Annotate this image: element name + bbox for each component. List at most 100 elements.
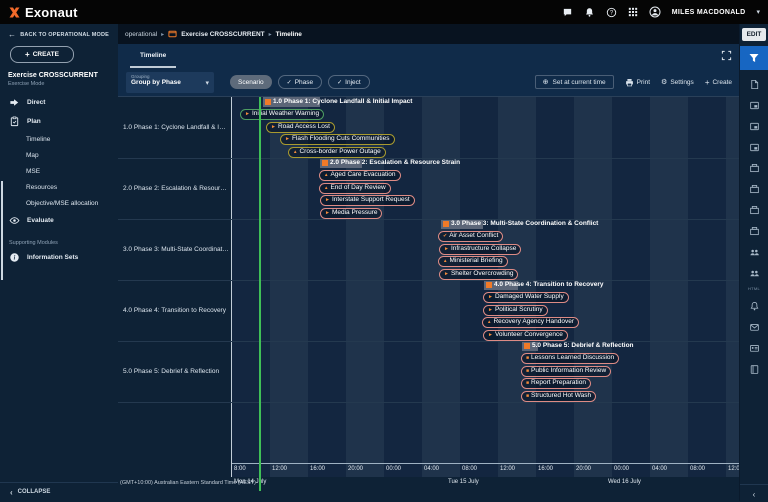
inject-pill[interactable]: Air Asset Conflict (438, 231, 504, 242)
left-sidebar: BACK TO OPERATIONAL MODE CREATE Exercise… (0, 24, 118, 501)
breadcrumb: operational Exercise CROSSCURRENT Timeli… (118, 24, 740, 44)
date-label-tue: Tue 15 July (448, 479, 479, 485)
inject-arrow-icon (271, 125, 276, 130)
sidebar-item-plan[interactable]: Plan (0, 112, 118, 131)
notifications-icon[interactable] (584, 7, 595, 18)
inject-pill[interactable]: Cross-border Power Outage (288, 147, 386, 158)
sidebar-item-timeline[interactable]: Timeline (26, 135, 51, 143)
inject-pill[interactable]: Infrastructure Collapse (439, 244, 522, 255)
row-divider (118, 158, 740, 159)
grouping-select[interactable]: Grouping Group by Phase (126, 71, 214, 93)
svg-text:?: ? (610, 10, 614, 16)
sidebar-create-button[interactable]: CREATE (10, 46, 74, 63)
phase-bar-1[interactable]: 1.0 Phase 1: Cyclone Landfall & Initial … (263, 97, 412, 107)
create-button[interactable]: Create (705, 78, 732, 87)
archive-box-icon-2[interactable] (748, 183, 760, 195)
inject-pill[interactable]: Shelter Overcrowding (439, 269, 519, 280)
help-icon[interactable]: ? (606, 7, 617, 18)
sidebar-item-map[interactable]: Map (26, 151, 39, 159)
avatar-icon[interactable] (649, 6, 661, 18)
row-divider (118, 402, 740, 403)
phase-bar-5[interactable]: 5.0 Phase 5: Debrief & Reflection (522, 341, 634, 351)
breadcrumb-separator-icon (161, 31, 164, 38)
inject-warning-icon (324, 173, 328, 178)
plus-icon (705, 78, 710, 87)
axis-separator (232, 463, 740, 464)
inject-pill[interactable]: Interstate Support Request (320, 195, 415, 206)
inject-pill[interactable]: Volunteer Convergence (483, 330, 568, 341)
inject-pill[interactable]: Structured Hot Wash (521, 391, 597, 402)
filter-tab-active[interactable] (740, 46, 768, 70)
phase-chip[interactable]: Phase (277, 75, 323, 89)
sidebar-item-information-sets[interactable]: i Information Sets (0, 248, 118, 267)
inject-pill[interactable]: Media Pressure (320, 208, 383, 219)
inject-chip[interactable]: Inject (328, 75, 370, 89)
set-current-time-button[interactable]: Set at current time (534, 75, 614, 89)
sidebar-item-mse[interactable]: MSE (26, 167, 41, 175)
archive-box-icon-1[interactable] (748, 162, 760, 174)
scenario-chip[interactable]: Scenario (230, 75, 272, 89)
inject-pill[interactable]: Report Preparation (521, 378, 591, 389)
book-icon[interactable] (748, 363, 760, 375)
inject-pill[interactable]: Lessons Learned Discussion (521, 353, 620, 364)
rail-collapse-button[interactable] (740, 484, 768, 501)
back-to-operational-mode[interactable]: BACK TO OPERATIONAL MODE (8, 30, 118, 39)
row-label-phase-5: 5.0 Phase 5: Debrief & Reflection (123, 368, 220, 375)
inject-pill[interactable]: Damaged Water Supply (483, 292, 569, 303)
phase-bar-4[interactable]: 4.0 Phase 4: Transition to Recovery (484, 280, 603, 290)
tab-bar: Timeline (118, 44, 740, 68)
inject-pill[interactable]: Initial Weather Warning (240, 109, 325, 120)
tab-timeline[interactable]: Timeline (130, 44, 177, 68)
phase-marker-icon (443, 221, 449, 227)
sidebar-item-direct[interactable]: Direct (0, 93, 118, 112)
row-label-phase-1: 1.0 Phase 1: Cyclone Landfall & Initial … (123, 124, 229, 131)
panel-card-icon-3[interactable] (748, 141, 760, 153)
chevron-down-icon[interactable] (756, 8, 760, 16)
sidebar-item-objective-mse-allocation[interactable]: Objective/MSE allocation (26, 199, 99, 207)
timeline-chart: 1.0 Phase 1: Cyclone Landfall & Initial … (232, 97, 740, 477)
user-menu[interactable]: MILES MACDONALD (671, 8, 746, 16)
inject-arrow-icon (488, 295, 493, 300)
inject-pill[interactable]: End of Day Review (319, 183, 391, 194)
print-button[interactable]: Print (625, 78, 650, 87)
users-icon-2[interactable] (748, 267, 760, 279)
collapse-icon (10, 488, 13, 497)
inject-pill[interactable]: Political Scrutiny (483, 305, 548, 316)
fullscreen-icon[interactable] (721, 50, 732, 61)
inject-pill[interactable]: Aged Care Evacuation (319, 170, 401, 181)
archive-box-icon-4[interactable] (748, 225, 760, 237)
document-icon[interactable] (748, 78, 760, 90)
users-icon-1[interactable] (748, 246, 760, 258)
phase-bar-3[interactable]: 3.0 Phase 3: Multi-State Coordination & … (441, 219, 598, 229)
inject-warning-icon (324, 186, 328, 191)
sidebar-item-resources[interactable]: Resources (26, 183, 58, 191)
inject-pill[interactable]: Road Access Lost (266, 122, 335, 133)
time-band (270, 97, 308, 477)
panel-card-icon-1[interactable] (748, 99, 760, 111)
sidebar-collapse-button[interactable]: COLLAPSE (0, 482, 118, 501)
edit-button[interactable]: EDIT (742, 28, 766, 41)
inject-square-icon (526, 356, 529, 361)
inject-arrow-icon (325, 211, 330, 216)
sidebar-item-evaluate[interactable]: Evaluate (0, 211, 118, 230)
inject-pill[interactable]: Ministerial Briefing (438, 256, 508, 267)
phase-bar-2[interactable]: 2.0 Phase 2: Escalation & Resource Strai… (320, 158, 460, 168)
id-card-icon[interactable] (748, 342, 760, 354)
axis-tick: 00:00 (386, 466, 402, 472)
feedback-icon[interactable] (562, 7, 573, 18)
panel-card-icon-2[interactable] (748, 120, 760, 132)
axis-tick: 04:00 (652, 466, 668, 472)
archive-box-icon-3[interactable] (748, 204, 760, 216)
inject-pill[interactable]: Flash Flooding Cuts Communities (280, 134, 395, 145)
inject-pill[interactable]: Recovery Agency Handover (482, 317, 580, 328)
inject-arrow-icon (325, 198, 330, 203)
date-label-mon: Mon 14 July (234, 479, 267, 485)
breadcrumb-operational[interactable]: operational (125, 30, 158, 38)
apps-grid-icon[interactable] (628, 7, 638, 17)
bell-icon[interactable] (748, 300, 760, 312)
inject-pill[interactable]: Public Information Review (521, 366, 612, 377)
mail-icon[interactable] (748, 321, 760, 333)
breadcrumb-exercise[interactable]: Exercise CROSSCURRENT (181, 30, 265, 38)
settings-button[interactable]: Settings (661, 78, 694, 86)
app-logo[interactable]: Exonaut (8, 5, 78, 20)
